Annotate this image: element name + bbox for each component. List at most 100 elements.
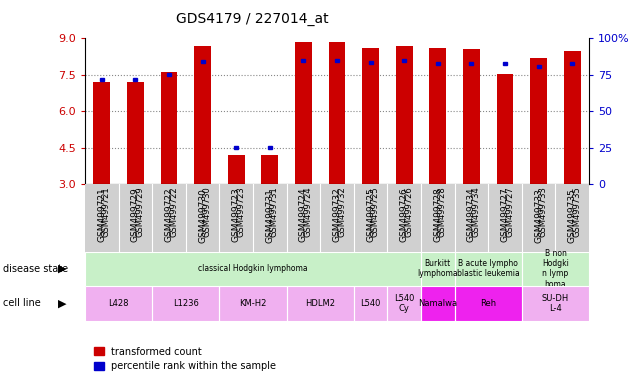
- Text: cell line: cell line: [3, 298, 41, 308]
- Text: GSM499728: GSM499728: [433, 188, 442, 242]
- Bar: [335, 59, 339, 62]
- Text: GSM499731: GSM499731: [265, 188, 274, 243]
- Bar: [127, 82, 144, 184]
- Bar: [152, 286, 219, 321]
- Text: GSM499733: GSM499733: [539, 186, 547, 237]
- Bar: [287, 286, 354, 321]
- Bar: [396, 46, 413, 184]
- Text: GSM499735: GSM499735: [572, 186, 581, 237]
- Bar: [522, 252, 589, 286]
- Text: GSM499727: GSM499727: [505, 186, 514, 237]
- Bar: [354, 286, 387, 321]
- Text: GSM499734: GSM499734: [467, 188, 476, 242]
- Bar: [469, 63, 474, 65]
- Bar: [530, 58, 547, 184]
- Bar: [488, 184, 522, 252]
- Bar: [100, 78, 104, 81]
- Text: GSM499723: GSM499723: [232, 188, 241, 242]
- Text: GSM499726: GSM499726: [404, 186, 413, 237]
- Bar: [268, 146, 272, 149]
- Bar: [436, 63, 440, 65]
- Bar: [421, 252, 455, 286]
- Text: GSM499733: GSM499733: [534, 188, 543, 243]
- Bar: [85, 286, 152, 321]
- Bar: [402, 59, 406, 62]
- Text: HDLM2: HDLM2: [306, 299, 335, 308]
- Bar: [387, 184, 421, 252]
- Bar: [85, 286, 152, 321]
- Bar: [194, 46, 211, 184]
- Text: GSM499724: GSM499724: [299, 188, 308, 242]
- Text: GSM499721: GSM499721: [102, 186, 111, 237]
- Bar: [455, 286, 522, 321]
- Bar: [421, 252, 455, 286]
- Bar: [455, 252, 522, 286]
- Bar: [200, 60, 205, 63]
- Bar: [118, 184, 152, 252]
- Bar: [421, 184, 455, 252]
- Text: GSM499723: GSM499723: [236, 186, 245, 237]
- Bar: [556, 184, 589, 252]
- Text: GSM499730: GSM499730: [198, 188, 207, 243]
- Text: L428: L428: [108, 299, 129, 308]
- Bar: [134, 78, 137, 81]
- Text: GSM499729: GSM499729: [131, 188, 140, 242]
- Bar: [369, 61, 373, 64]
- Bar: [261, 155, 278, 184]
- Bar: [234, 146, 238, 149]
- Text: GSM499721: GSM499721: [98, 188, 106, 242]
- Bar: [152, 184, 186, 252]
- Text: GSM499725: GSM499725: [370, 186, 380, 237]
- Bar: [354, 286, 387, 321]
- Text: GSM499725: GSM499725: [366, 188, 375, 242]
- Bar: [503, 63, 507, 65]
- Bar: [522, 184, 556, 252]
- Bar: [387, 286, 421, 321]
- Bar: [570, 63, 575, 65]
- Bar: [362, 48, 379, 184]
- Bar: [329, 42, 345, 184]
- Text: GSM499729: GSM499729: [135, 186, 144, 237]
- Bar: [152, 286, 219, 321]
- Text: GSM499727: GSM499727: [501, 188, 510, 242]
- Bar: [253, 184, 287, 252]
- Bar: [219, 286, 287, 321]
- Bar: [85, 252, 421, 286]
- Bar: [564, 51, 581, 184]
- Text: GSM499726: GSM499726: [400, 188, 409, 242]
- Bar: [167, 73, 171, 76]
- Text: Namalwa: Namalwa: [418, 299, 457, 308]
- Bar: [522, 286, 589, 321]
- Bar: [463, 49, 480, 184]
- Bar: [219, 286, 287, 321]
- Bar: [430, 48, 446, 184]
- Text: L540: L540: [360, 299, 381, 308]
- Bar: [455, 286, 522, 321]
- Text: ▶: ▶: [57, 298, 66, 308]
- Bar: [455, 184, 488, 252]
- Text: GSM499731: GSM499731: [270, 186, 279, 237]
- Bar: [421, 286, 455, 321]
- Text: GSM499732: GSM499732: [333, 188, 341, 242]
- Text: SU-DH
L-4: SU-DH L-4: [542, 294, 569, 313]
- Bar: [186, 184, 219, 252]
- Text: Burkitt
lymphoma: Burkitt lymphoma: [418, 259, 458, 278]
- Text: L540
Cy: L540 Cy: [394, 294, 415, 313]
- Text: L1236: L1236: [173, 299, 199, 308]
- Bar: [421, 286, 455, 321]
- Bar: [455, 252, 522, 286]
- Bar: [287, 286, 354, 321]
- Bar: [320, 184, 354, 252]
- Text: GSM499734: GSM499734: [471, 186, 481, 237]
- Bar: [354, 184, 387, 252]
- Text: ▶: ▶: [57, 264, 66, 274]
- Text: GSM499724: GSM499724: [304, 186, 312, 237]
- Text: GSM499732: GSM499732: [337, 186, 346, 237]
- Text: GSM499730: GSM499730: [203, 186, 212, 237]
- Bar: [287, 184, 320, 252]
- Text: GDS4179 / 227014_at: GDS4179 / 227014_at: [176, 12, 328, 25]
- Bar: [387, 286, 421, 321]
- Text: classical Hodgkin lymphoma: classical Hodgkin lymphoma: [198, 264, 308, 273]
- Text: B acute lympho
blastic leukemia: B acute lympho blastic leukemia: [457, 259, 520, 278]
- Text: GSM499722: GSM499722: [169, 186, 178, 237]
